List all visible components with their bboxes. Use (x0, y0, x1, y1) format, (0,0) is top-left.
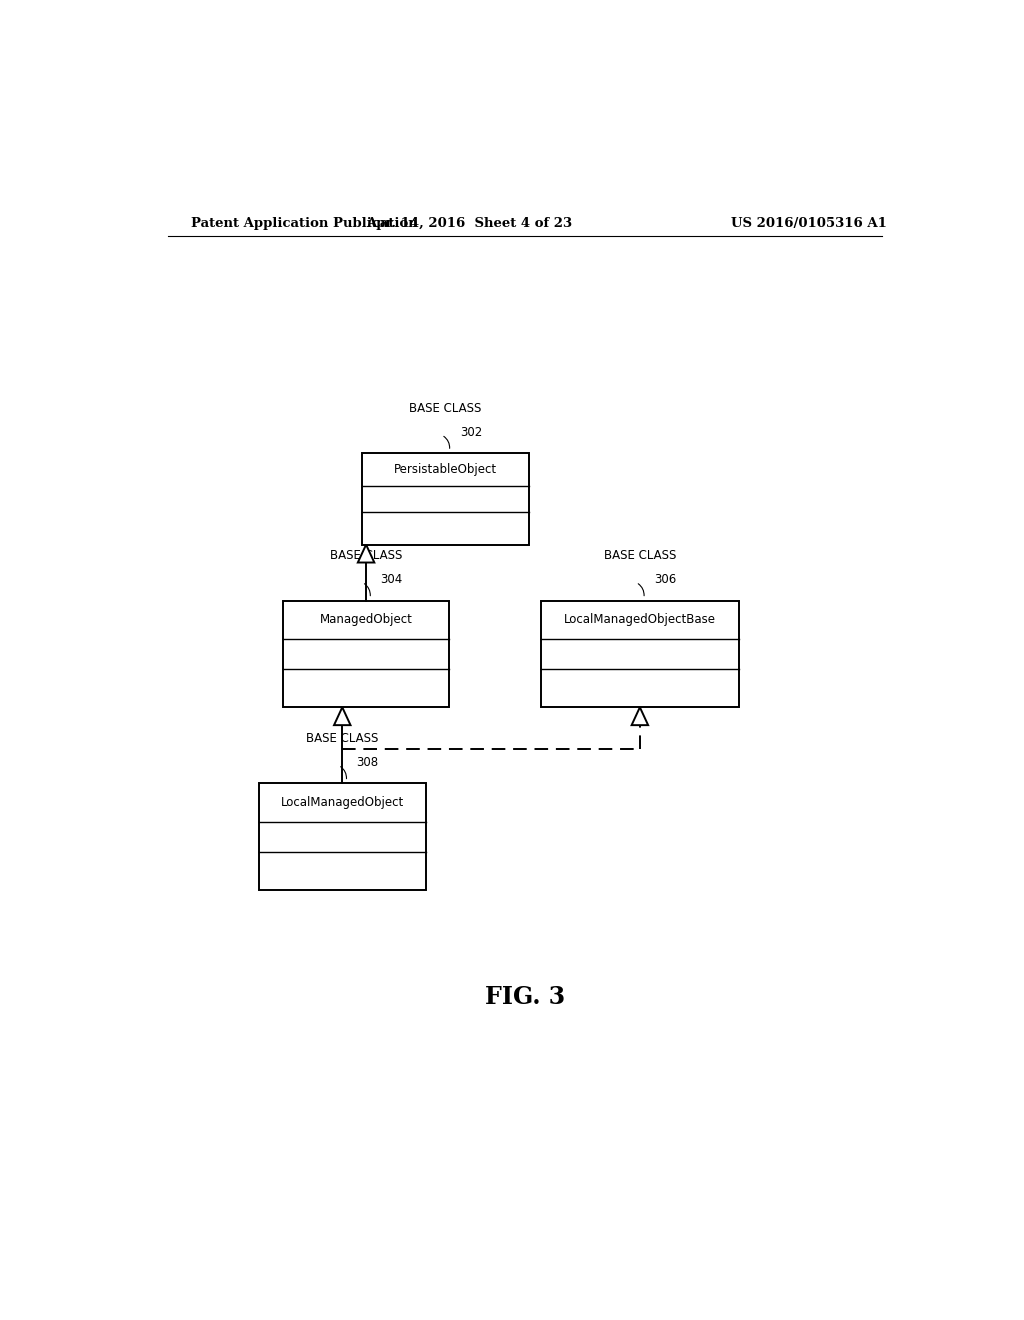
Text: PersistableObject: PersistableObject (394, 463, 497, 477)
Text: BASE CLASS: BASE CLASS (306, 731, 379, 744)
Text: Apr. 14, 2016  Sheet 4 of 23: Apr. 14, 2016 Sheet 4 of 23 (367, 216, 572, 230)
Text: 302: 302 (460, 426, 482, 440)
Polygon shape (334, 708, 350, 725)
Text: BASE CLASS: BASE CLASS (410, 401, 481, 414)
Text: LocalManagedObject: LocalManagedObject (281, 796, 403, 809)
Text: FIG. 3: FIG. 3 (484, 985, 565, 1008)
Text: 308: 308 (356, 756, 379, 770)
Bar (259, 784, 426, 890)
Text: 306: 306 (654, 573, 677, 586)
Text: Patent Application Publication: Patent Application Publication (191, 216, 418, 230)
Text: US 2016/0105316 A1: US 2016/0105316 A1 (731, 216, 887, 230)
Text: ManagedObject: ManagedObject (319, 614, 413, 626)
Bar (283, 601, 450, 708)
Polygon shape (357, 545, 375, 562)
Text: BASE CLASS: BASE CLASS (330, 549, 402, 562)
Text: 304: 304 (380, 573, 402, 586)
Text: BASE CLASS: BASE CLASS (604, 549, 676, 562)
Bar (541, 601, 739, 708)
Polygon shape (632, 708, 648, 725)
Bar (362, 453, 528, 545)
Text: LocalManagedObjectBase: LocalManagedObjectBase (564, 614, 716, 626)
